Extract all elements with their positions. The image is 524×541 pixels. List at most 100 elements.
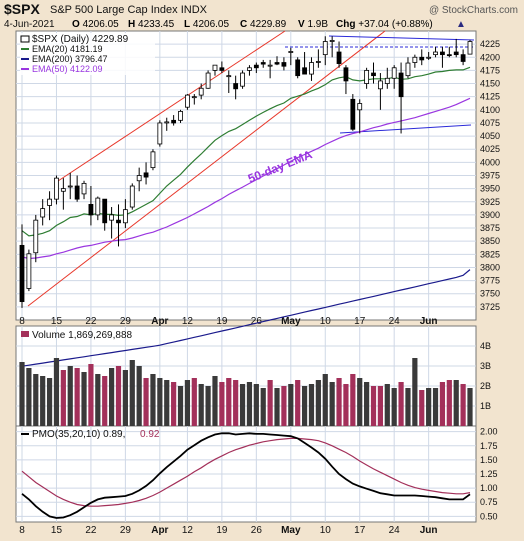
open-value: O 4206.05 xyxy=(72,19,119,30)
channel-upper-line xyxy=(54,30,286,184)
volume-bar xyxy=(412,358,418,426)
candle-body xyxy=(136,175,142,182)
candle-body xyxy=(81,182,87,195)
candle-body xyxy=(364,70,370,84)
x-tick-label: Jun xyxy=(420,316,438,327)
volume-bar xyxy=(267,380,273,426)
ema50-line xyxy=(21,97,471,260)
x-tick-label: 19 xyxy=(216,316,228,327)
volume-bar xyxy=(350,374,356,426)
x-tick-label: 17 xyxy=(354,525,366,536)
volume-bar xyxy=(329,382,335,426)
x-tick-label: 22 xyxy=(85,316,97,327)
trend-channel xyxy=(27,30,386,307)
candle-body xyxy=(212,64,218,71)
volume-bar xyxy=(226,378,232,426)
candle-body xyxy=(40,208,46,218)
candle-body xyxy=(419,56,425,61)
candle-body xyxy=(74,185,80,200)
volume-bar xyxy=(177,386,184,426)
candle-body xyxy=(377,80,383,90)
change-value: Chg +37.04 (+0.88%) xyxy=(336,19,433,30)
x-tick-label: 29 xyxy=(120,525,132,536)
volume-tick-label: 4B xyxy=(480,341,491,351)
candle-body xyxy=(88,203,94,216)
volume-bar xyxy=(274,388,280,426)
candle-body xyxy=(33,219,39,254)
volume-bar xyxy=(343,384,349,426)
candle-body xyxy=(440,51,445,56)
volume-bar xyxy=(60,370,66,426)
candle-body xyxy=(178,110,183,121)
candle-body xyxy=(60,188,66,192)
volume-bar xyxy=(46,378,53,426)
volume-bar xyxy=(364,382,370,426)
x-tick-label: 15 xyxy=(51,525,63,536)
candle-body xyxy=(467,41,473,55)
x-tick-label: 19 xyxy=(216,525,228,536)
x-tick-label: 26 xyxy=(251,525,263,536)
candle-body xyxy=(288,51,294,53)
price-tick-label: 4175 xyxy=(480,65,500,75)
candle-body xyxy=(309,62,314,75)
volume-bar xyxy=(109,368,115,426)
price-tick-label: 3725 xyxy=(480,302,500,312)
volume-bar xyxy=(205,386,211,426)
volume-bar xyxy=(377,386,383,426)
candle-body xyxy=(391,67,397,79)
pmo-legend: PMO(35,20,10) 0.89, 0.92 xyxy=(21,429,160,440)
volume-bar xyxy=(301,386,308,426)
volume-legend: Volume 1,869,269,888 xyxy=(21,330,133,341)
pmo-tick-label: 2.00 xyxy=(480,427,498,437)
volume-bar xyxy=(308,384,315,426)
volume-bar xyxy=(426,388,432,426)
volume-bar xyxy=(419,390,425,426)
candle-body xyxy=(198,87,204,96)
x-tick-label: Apr xyxy=(151,525,168,536)
volume-bar xyxy=(184,380,191,426)
candle-body xyxy=(122,209,128,224)
candle-body xyxy=(164,121,170,124)
volume-bar xyxy=(219,382,225,426)
candle-body xyxy=(67,185,73,188)
price-tick-label: 4100 xyxy=(480,105,500,115)
volume-tick-label: 2B xyxy=(480,381,491,391)
candle-body xyxy=(143,172,149,178)
price-tick-label: 4125 xyxy=(480,92,500,102)
volume-bars xyxy=(19,358,473,426)
price-tick-label: 3850 xyxy=(480,236,500,246)
candle-body xyxy=(433,51,438,56)
high-value: H 4233.45 xyxy=(128,19,175,30)
candle-body xyxy=(267,64,273,67)
pmo-lines xyxy=(21,432,471,519)
candle-body xyxy=(54,177,59,200)
candle-body xyxy=(129,185,135,208)
pmo-tick-label: 1.75 xyxy=(480,441,498,451)
volume-bar xyxy=(157,378,163,426)
candle-body xyxy=(274,62,280,65)
candle-body xyxy=(336,51,342,64)
candle-body xyxy=(357,103,363,111)
volume-value: V 1.9B xyxy=(298,19,328,30)
candle-body xyxy=(426,56,432,59)
x-tick-label: 12 xyxy=(182,525,194,536)
x-tick-label: Jun xyxy=(420,525,438,536)
volume-bar xyxy=(136,366,142,426)
price-legend-icon xyxy=(20,35,30,43)
volume-bar xyxy=(432,388,439,426)
date-axis-bottom: 8 15 22 29 Apr 12 19 26 May 10 17 24 Jun xyxy=(19,525,437,536)
volume-axis: 1B 2B 3B 4B xyxy=(480,341,491,411)
candle-body xyxy=(281,62,287,67)
volume-bar xyxy=(322,374,328,426)
candle-body xyxy=(157,122,163,145)
candle-body xyxy=(446,54,452,57)
volume-bar xyxy=(260,388,266,426)
candle-body xyxy=(315,61,321,63)
volume-bar xyxy=(212,376,218,426)
volume-bar xyxy=(453,380,459,426)
volume-bar xyxy=(26,368,32,426)
price-tick-label: 4000 xyxy=(480,157,500,167)
volume-bar xyxy=(150,374,156,426)
price-axis: 3725 3750 3775 3800 3825 3850 3875 3900 3925 3950… xyxy=(480,39,500,312)
candle-body xyxy=(371,72,376,77)
